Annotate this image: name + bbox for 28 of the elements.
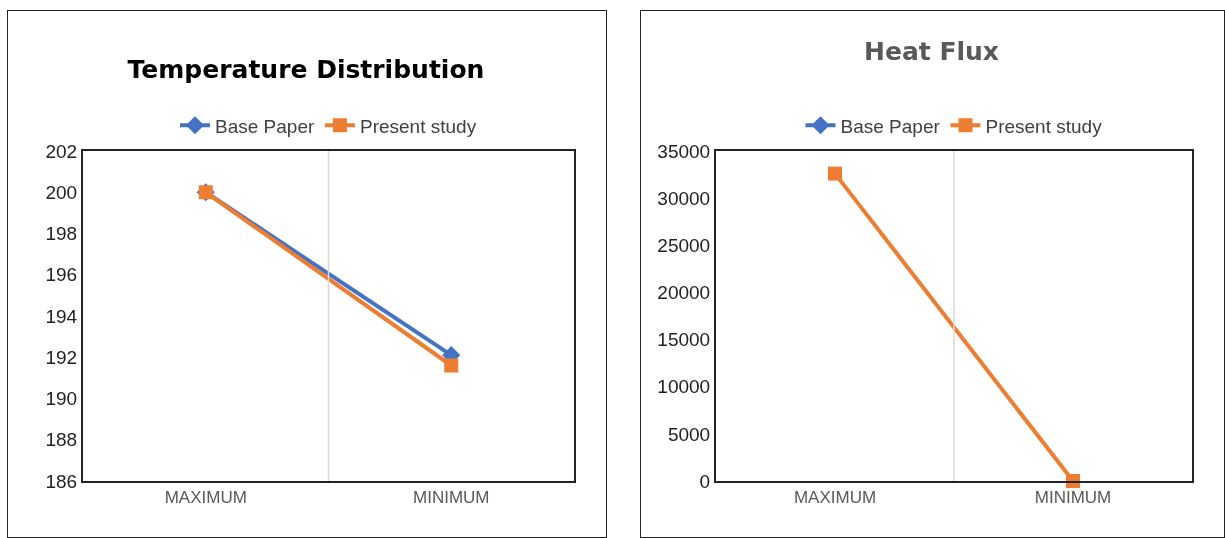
legend-label: Present study [359, 115, 477, 137]
y-tick-label: 190 [45, 388, 78, 410]
legend-label: Base Paper [840, 115, 941, 137]
point [444, 358, 459, 373]
y-tick-label: 5000 [667, 423, 711, 445]
legend-label: Base Paper [215, 115, 315, 137]
legend-label: Present study [985, 115, 1103, 137]
x-tick-label: MAXIMUM [793, 488, 877, 508]
y-tick-label: 198 [45, 223, 78, 245]
y-tick-label: 35000 [657, 140, 711, 162]
y-tick-label: 186 [45, 470, 78, 492]
y-tick-label: 25000 [657, 234, 711, 256]
y-tick-label: 194 [45, 305, 78, 327]
x-tick-label: MINIMUM [413, 488, 490, 508]
chart-title: Heat Flux [864, 36, 999, 66]
y-tick-label: 200 [45, 181, 78, 203]
x-tick-label: MINIMUM [1034, 488, 1112, 508]
y-tick-label: 188 [45, 429, 78, 451]
y-tick-label: 196 [45, 264, 78, 286]
y-tick-label: 30000 [657, 187, 711, 209]
chart-title: Temperature Distribution [127, 54, 485, 84]
y-tick-label: 15000 [657, 329, 711, 351]
y-tick-label: 192 [45, 346, 78, 368]
x-tick-label: MAXIMUM [164, 488, 247, 508]
y-tick-label: 202 [45, 140, 78, 162]
y-tick-label: 10000 [657, 376, 711, 398]
y-tick-label: 20000 [657, 282, 711, 304]
y-tick-label: 0 [699, 470, 711, 492]
